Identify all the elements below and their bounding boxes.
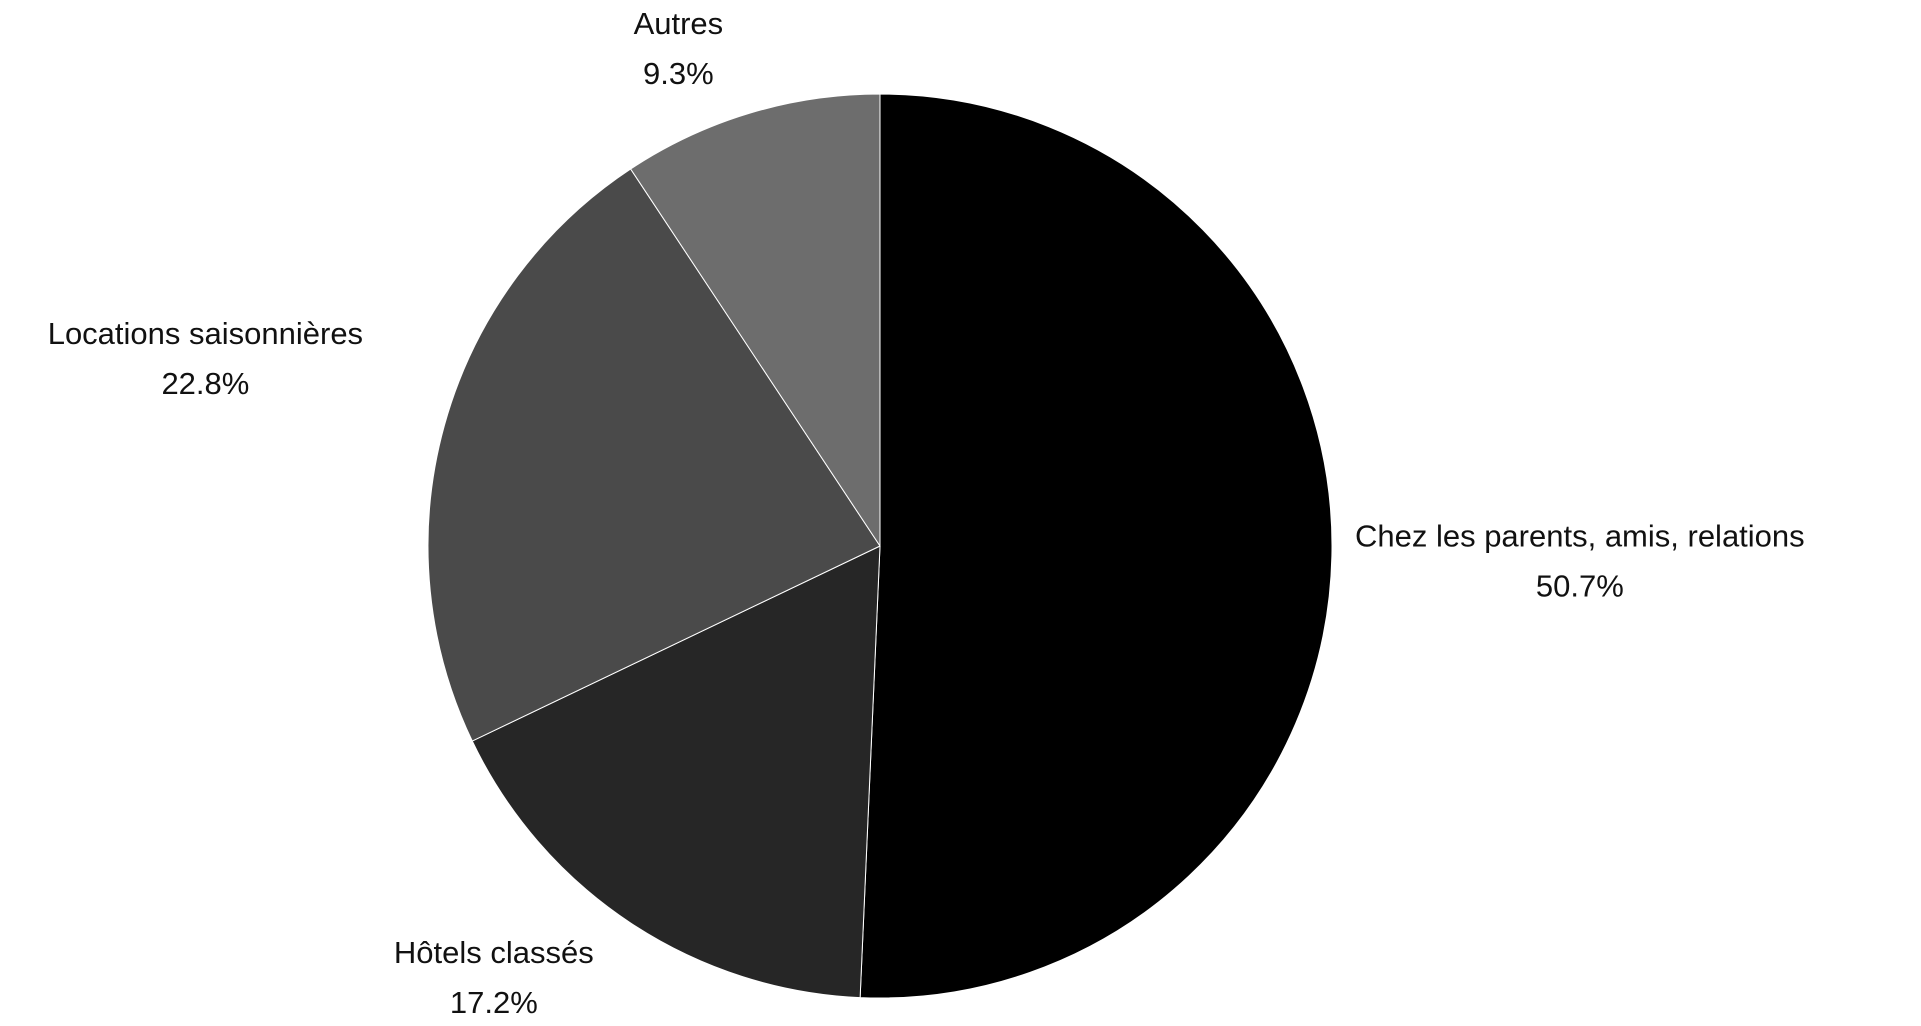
- slice-label-group-2: Hôtels classés 17.2%: [394, 935, 594, 1020]
- pie-slice-4: [629, 93, 881, 548]
- slice-label: Hôtels classés: [394, 935, 594, 970]
- slice-value-label: 22.8%: [161, 366, 249, 401]
- labels-layer: Chez les parents, amis, relations 50.7% Hô…: [48, 6, 1805, 1020]
- slice-label: Autres: [634, 6, 724, 41]
- slice-value-label: 50.7%: [1536, 568, 1624, 603]
- pie-slice-3: [427, 168, 881, 742]
- slice-label-group-3: Locations saisonnières 22.8%: [48, 316, 363, 401]
- slice-label-group-4: Autres 9.3%: [634, 6, 724, 91]
- pie-slice-1: [859, 93, 1333, 999]
- slice-label-group-1: Chez les parents, amis, relations 50.7%: [1355, 518, 1805, 603]
- slice-value-label: 9.3%: [643, 56, 714, 91]
- slice-label: Locations saisonnières: [48, 316, 363, 351]
- slice-label: Chez les parents, amis, relations: [1355, 518, 1805, 553]
- slices-layer: [427, 93, 1333, 999]
- slice-value-label: 17.2%: [450, 985, 538, 1020]
- pie-slice-2: [471, 545, 881, 999]
